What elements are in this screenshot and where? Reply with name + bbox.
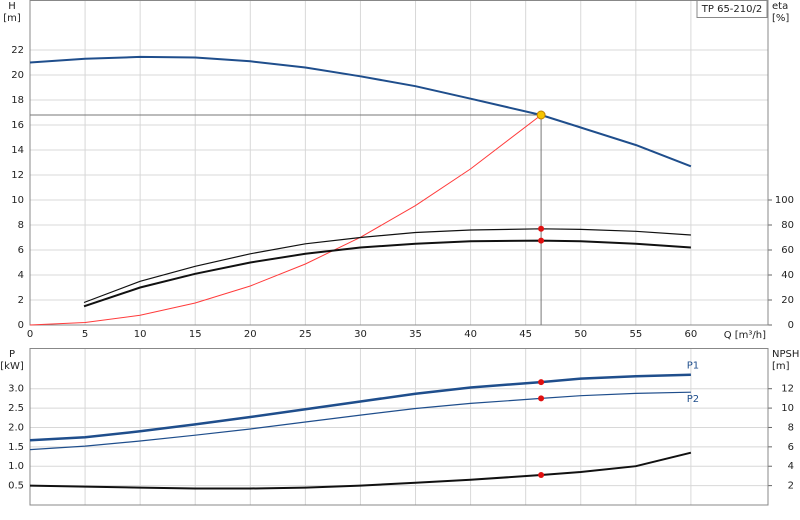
title-box <box>696 0 768 18</box>
y-tick-label: 6 <box>18 245 24 256</box>
operating-point <box>538 225 545 232</box>
y-tick-label: 8 <box>18 220 24 231</box>
y-axis-label: [kW] <box>0 361 24 372</box>
y2-tick-label: 60 <box>781 245 794 256</box>
x-tick-label: 55 <box>629 329 642 340</box>
y-tick-label: 0 <box>18 320 24 331</box>
y-axis-label: H <box>8 1 16 12</box>
curve <box>29 451 692 490</box>
operating-point <box>538 237 545 244</box>
y-tick-label: 0.5 <box>8 481 24 492</box>
x-tick-label: 60 <box>685 329 698 340</box>
y-tick-label: 2 <box>18 295 24 306</box>
x-tick-label: 35 <box>409 329 422 340</box>
y-tick-label: 1.5 <box>8 442 24 453</box>
x-tick-label: 30 <box>354 329 367 340</box>
x-tick-label: 40 <box>464 329 477 340</box>
y-tick-label: 18 <box>11 95 24 106</box>
y2-tick-label: 8 <box>788 422 794 433</box>
y2-tick-label: 6 <box>788 442 794 453</box>
curve <box>29 114 542 326</box>
y-tick-label: 2.5 <box>8 403 24 414</box>
y-tick-label: 22 <box>11 45 24 56</box>
y2-tick-label: 4 <box>788 461 794 472</box>
plot-frame <box>29 348 769 506</box>
operating-point <box>536 110 546 120</box>
chart-title: TP 65-210/2 <box>701 4 762 15</box>
y2-axis-label: [%] <box>772 13 789 24</box>
y-tick-label: 2.0 <box>8 422 24 433</box>
y-tick-label: 4 <box>18 270 24 281</box>
y2-axis-label: eta <box>772 1 788 12</box>
curve <box>83 239 691 308</box>
x-tick-label: 50 <box>574 329 587 340</box>
plot-frame <box>29 0 769 326</box>
x-tick-label: 10 <box>134 329 147 340</box>
y-tick-label: 14 <box>11 145 24 156</box>
curve <box>29 55 692 168</box>
y2-tick-label: 20 <box>781 295 794 306</box>
y-tick-label: 16 <box>11 120 24 131</box>
y2-axis-label: [m] <box>772 361 790 372</box>
x-tick-label: 20 <box>244 329 257 340</box>
curve <box>83 228 691 304</box>
y-axis-label: P <box>9 349 15 360</box>
x-axis-label: Q [m³/h] <box>724 330 766 341</box>
plot-background <box>30 348 768 505</box>
y2-tick-label: 2 <box>788 481 794 492</box>
curve <box>29 391 691 451</box>
y2-tick-label: 12 <box>781 384 794 395</box>
y2-tick-label: 100 <box>775 195 794 206</box>
y2-tick-label: 10 <box>781 403 794 414</box>
operating-point <box>538 395 545 402</box>
x-tick-label: 15 <box>189 329 202 340</box>
y-tick-label: 12 <box>11 170 24 181</box>
y2-tick-label: 0 <box>788 320 794 331</box>
operating-point <box>538 379 545 386</box>
y-axis-label: [m] <box>3 13 21 24</box>
y-tick-label: 3.0 <box>8 384 24 395</box>
y2-tick-label: 40 <box>781 270 794 281</box>
series-label: P2 <box>687 394 699 405</box>
plot-background <box>30 0 768 325</box>
x-tick-label: 25 <box>299 329 312 340</box>
curve <box>29 373 691 442</box>
x-tick-label: 45 <box>519 329 532 340</box>
operating-point <box>538 471 545 478</box>
y-tick-label: 1.0 <box>8 461 24 472</box>
y2-tick-label: 80 <box>781 220 794 231</box>
series-label: P1 <box>687 361 699 372</box>
y-tick-label: 10 <box>11 195 24 206</box>
y-tick-label: 20 <box>11 70 24 81</box>
x-tick-label: 5 <box>82 329 88 340</box>
x-tick-label: 0 <box>27 329 33 340</box>
y2-axis-label: NPSH <box>772 349 799 360</box>
